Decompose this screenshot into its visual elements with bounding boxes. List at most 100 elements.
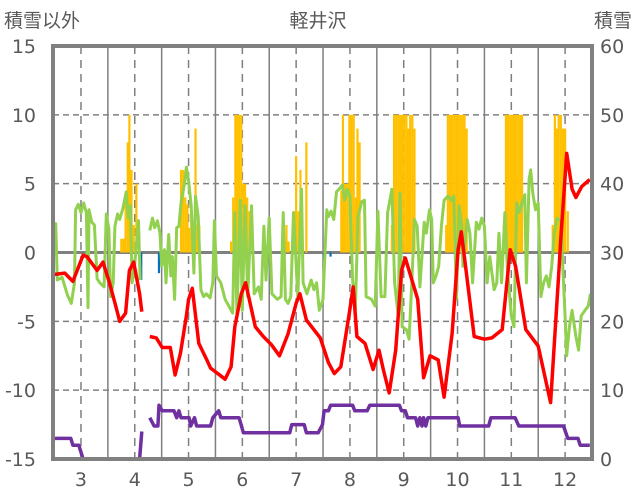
bar-orange [448, 114, 452, 253]
x-tick: 4 [129, 469, 141, 491]
bar-orange [295, 156, 298, 253]
bar-orange [305, 142, 308, 253]
bar-orange [187, 227, 191, 253]
bar-orange [122, 238, 125, 253]
bar-orange [356, 128, 359, 253]
x-tick: 5 [183, 469, 195, 491]
x-tick: 8 [344, 469, 356, 491]
bar-orange [446, 114, 449, 253]
x-tick: 3 [75, 469, 87, 491]
bar-orange [343, 183, 347, 253]
x-tick: 12 [553, 469, 577, 491]
x-tick: 9 [398, 469, 410, 491]
bar-orange [557, 114, 560, 253]
bar-orange [465, 128, 468, 253]
bar-orange [509, 114, 512, 253]
x-tick: 11 [499, 469, 523, 491]
y-tick-right: 10 [600, 380, 624, 402]
y-tick-left: -15 [5, 449, 36, 471]
series-green [52, 165, 592, 358]
bar-orange [240, 114, 243, 253]
bar-orange [405, 114, 408, 253]
bar-orange [285, 224, 288, 253]
bar-orange [120, 238, 123, 253]
y-tick-left: 0 [24, 243, 36, 265]
bar-orange [399, 114, 402, 253]
right-axis-title: 積雪 [594, 10, 632, 32]
series-lines [52, 151, 592, 461]
bar-orange [409, 114, 412, 253]
bar-orange [128, 114, 131, 253]
y-tick-right: 20 [600, 311, 624, 333]
bar-orange [555, 128, 559, 253]
bar-orange [566, 211, 569, 253]
y-tick-left: 5 [24, 174, 36, 196]
y-tick-left: -5 [17, 311, 36, 333]
bar-orange [517, 114, 520, 253]
bar-orange [354, 197, 357, 253]
bar-orange [515, 114, 518, 253]
bar-orange [453, 114, 456, 253]
bar-orange [238, 114, 241, 253]
series-purple [53, 403, 590, 461]
bar-orange [504, 114, 508, 253]
bar-orange [287, 241, 290, 253]
bar-orange [194, 128, 197, 253]
y-tick-right: 60 [600, 36, 624, 58]
bar-orange [397, 114, 400, 253]
bar-orange [182, 169, 185, 253]
y-tick-left: -10 [5, 380, 36, 402]
bar-orange [235, 114, 239, 253]
bar-orange [135, 183, 138, 253]
bar-orange [196, 224, 199, 253]
bar-orange [520, 114, 524, 253]
plot-frame [51, 44, 594, 461]
bar-orange [246, 197, 249, 253]
bar-orange [451, 114, 454, 253]
series-red [53, 151, 591, 405]
bar-orange [519, 114, 522, 253]
bar-orange [234, 114, 237, 253]
bar-orange [348, 114, 351, 253]
x-tick: 7 [290, 469, 302, 491]
bar-orange [506, 114, 510, 253]
y-tick-right: 40 [600, 174, 624, 196]
bar-orange [395, 114, 398, 253]
y-tick-left: 15 [12, 36, 36, 58]
y-tick-right: 30 [600, 243, 624, 265]
bar-orange [350, 114, 353, 253]
chart-title: 軽井沢 [289, 10, 346, 32]
bar-orange [455, 114, 458, 253]
bar-orange [346, 183, 349, 253]
bar-orange [445, 224, 448, 253]
bar-orange [456, 114, 460, 253]
bar-orange [124, 197, 127, 253]
y-tick-right: 0 [600, 449, 612, 471]
bar-orange [461, 114, 464, 253]
bar-orange [186, 204, 189, 253]
bar-orange [340, 190, 343, 253]
bar-orange [403, 114, 406, 253]
bar-orange [559, 114, 562, 253]
bar-orange [401, 114, 404, 253]
bar-orange [413, 128, 416, 253]
bar-blue [329, 252, 332, 257]
bar-blue [157, 252, 161, 274]
bar-orange [392, 114, 396, 253]
bar-orange [512, 114, 516, 253]
bar-orange [352, 114, 355, 253]
x-tick: 10 [445, 469, 469, 491]
bar-orange [463, 114, 466, 253]
bar-orange [510, 114, 513, 253]
bar-orange [297, 211, 300, 253]
bar-orange [459, 114, 462, 253]
bar-orange [358, 142, 361, 253]
bar-orange [407, 128, 410, 253]
bar-orange [553, 114, 556, 253]
bar-orange [184, 197, 187, 253]
bar-orange [411, 114, 414, 253]
y-tick-right: 50 [600, 105, 624, 127]
y-tick-left: 10 [12, 105, 36, 127]
